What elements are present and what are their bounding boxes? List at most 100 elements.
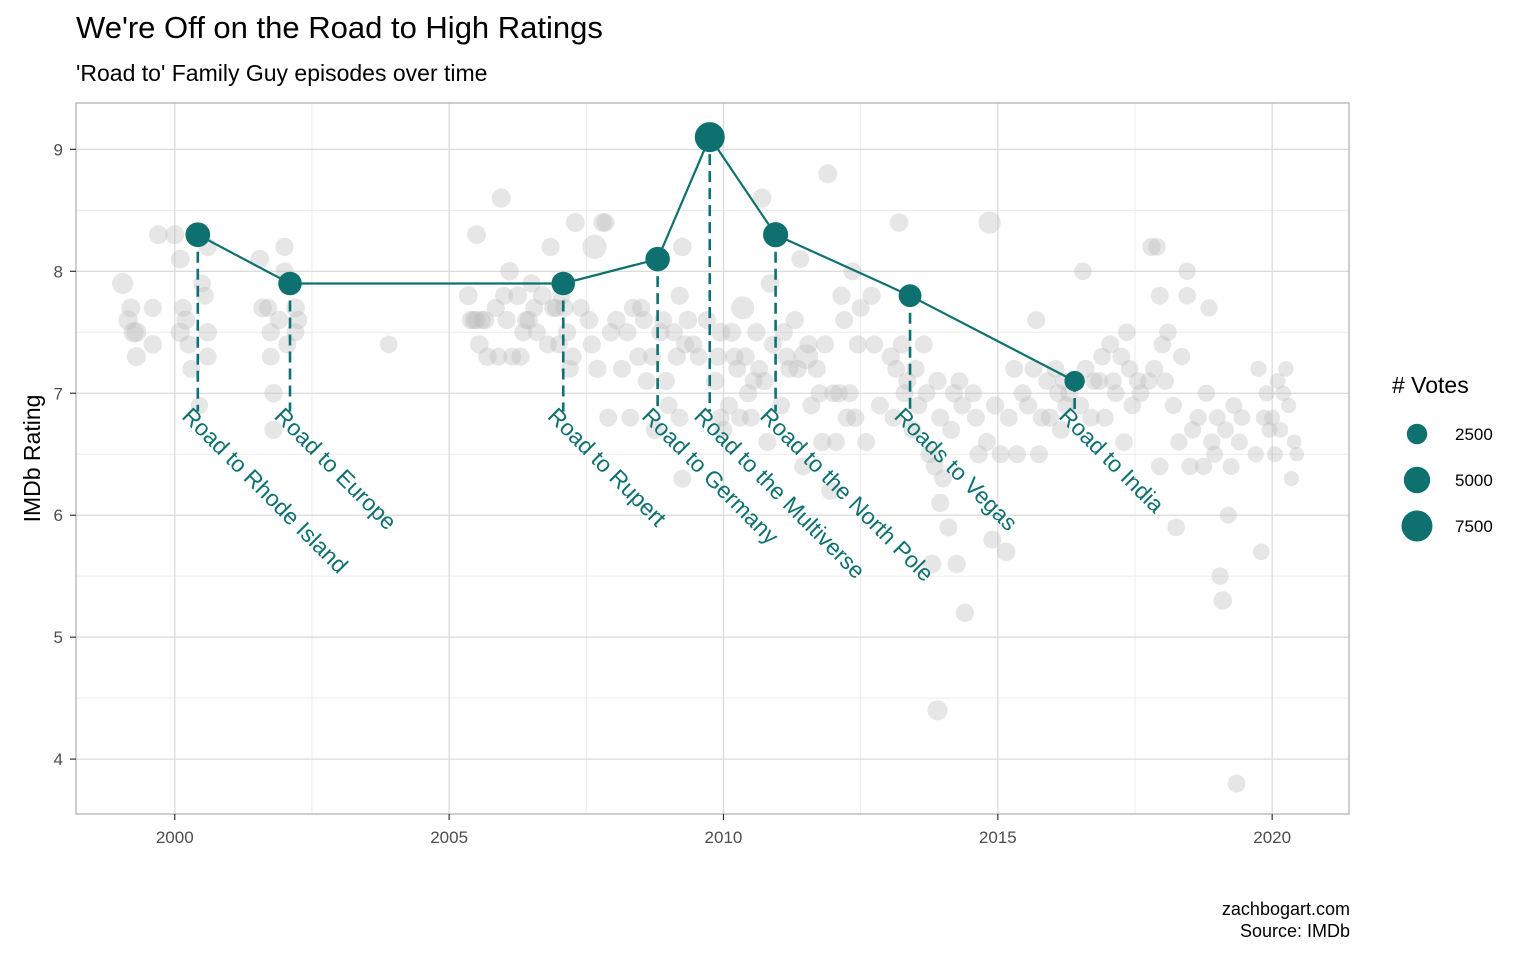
episode-point — [1222, 457, 1240, 475]
episode-point — [689, 347, 708, 366]
episode-point — [983, 530, 1002, 549]
episode-point — [651, 323, 670, 342]
episode-point — [837, 408, 857, 427]
legend-key — [1403, 466, 1431, 494]
episode-point — [503, 347, 522, 366]
episode-point — [942, 420, 961, 439]
episode-point — [495, 286, 513, 305]
episode-point — [953, 396, 972, 415]
episode-point — [736, 347, 755, 366]
episode-point — [1150, 457, 1169, 476]
chart-title: We're Off on the Road to High Ratings — [76, 10, 603, 45]
episode-point — [250, 249, 270, 269]
episode-point — [563, 347, 582, 366]
episode-point — [560, 359, 579, 378]
road-episode-point — [278, 271, 302, 296]
episode-point — [898, 372, 917, 391]
episode-point — [1150, 286, 1169, 305]
episode-point — [964, 384, 983, 403]
episode-point — [253, 298, 272, 318]
episode-point — [1117, 323, 1136, 342]
episode-point — [667, 347, 686, 366]
episode-point — [1247, 446, 1264, 463]
road-episode-point — [185, 222, 211, 248]
episode-point — [544, 298, 563, 318]
episode-point — [1281, 397, 1297, 414]
episode-point — [623, 298, 643, 318]
episode-point — [1123, 396, 1142, 415]
episode-point — [991, 445, 1010, 464]
episode-point — [697, 310, 717, 330]
episode-point — [731, 296, 755, 320]
episode-point — [176, 310, 196, 330]
episode-point — [755, 371, 774, 391]
episode-point — [865, 335, 884, 354]
episode-point — [741, 408, 760, 427]
episode-point — [670, 286, 689, 305]
episode-point — [1264, 409, 1281, 426]
episode-point — [565, 213, 585, 232]
episode-point — [884, 408, 903, 427]
episode-point — [1159, 323, 1177, 342]
episode-point — [511, 347, 530, 366]
episode-point — [470, 335, 489, 354]
episode-point — [763, 335, 782, 354]
episode-point — [165, 225, 185, 245]
episode-point — [473, 311, 492, 330]
episode-point — [148, 225, 168, 245]
episode-point — [747, 323, 766, 342]
episode-point — [514, 323, 533, 342]
x-tick-label: 2020 — [1253, 828, 1291, 847]
episode-point — [813, 432, 832, 452]
episode-point — [678, 310, 698, 330]
episode-point — [497, 310, 516, 330]
episode-point — [1233, 409, 1251, 426]
episode-point — [557, 323, 577, 342]
episode-point — [722, 322, 742, 342]
episode-point — [739, 384, 758, 403]
legend-label: 5000 — [1455, 471, 1493, 490]
episode-point — [903, 420, 922, 439]
caption: zachbogart.com Source: IMDb — [1222, 898, 1350, 942]
episode-point — [826, 433, 845, 452]
episode-point — [1008, 445, 1027, 464]
episode-point — [491, 188, 511, 208]
episode-point — [1261, 421, 1278, 438]
episode-point — [1178, 262, 1196, 280]
episode-point — [478, 347, 497, 366]
episode-point — [725, 347, 744, 366]
episode-point — [791, 250, 810, 269]
episode-point — [261, 347, 280, 366]
episode-point — [1286, 434, 1302, 450]
episode-point — [985, 396, 1005, 415]
episode-point — [1140, 372, 1158, 390]
episode-point — [1005, 359, 1024, 378]
episode-point — [1040, 408, 1060, 427]
y-tick-label: 9 — [54, 140, 63, 159]
episode-point — [1183, 421, 1202, 439]
episode-point — [582, 335, 601, 354]
road-episode-point — [1064, 370, 1085, 392]
episode-point — [1013, 384, 1032, 403]
episode-point — [1018, 396, 1038, 415]
background-points-layer — [112, 164, 1305, 793]
episode-point — [607, 310, 626, 330]
episode-point — [126, 347, 146, 367]
episode-point — [870, 396, 889, 415]
chart-subtitle: 'Road to' Family Guy episodes over time — [76, 60, 488, 86]
episode-point — [752, 188, 772, 208]
episode-point — [1189, 408, 1207, 427]
episode-point — [1197, 384, 1216, 402]
episode-point — [708, 347, 728, 366]
episode-point — [750, 359, 769, 378]
episode-point — [593, 213, 613, 232]
caption-source: Source: IMDb — [1239, 921, 1350, 941]
episode-point — [579, 310, 599, 330]
episode-point — [917, 384, 936, 403]
episode-point — [1115, 433, 1133, 451]
episode-point — [475, 310, 495, 330]
episode-point — [1051, 420, 1070, 439]
episode-point — [673, 469, 692, 488]
episode-point — [582, 234, 607, 260]
episode-point — [684, 335, 703, 354]
